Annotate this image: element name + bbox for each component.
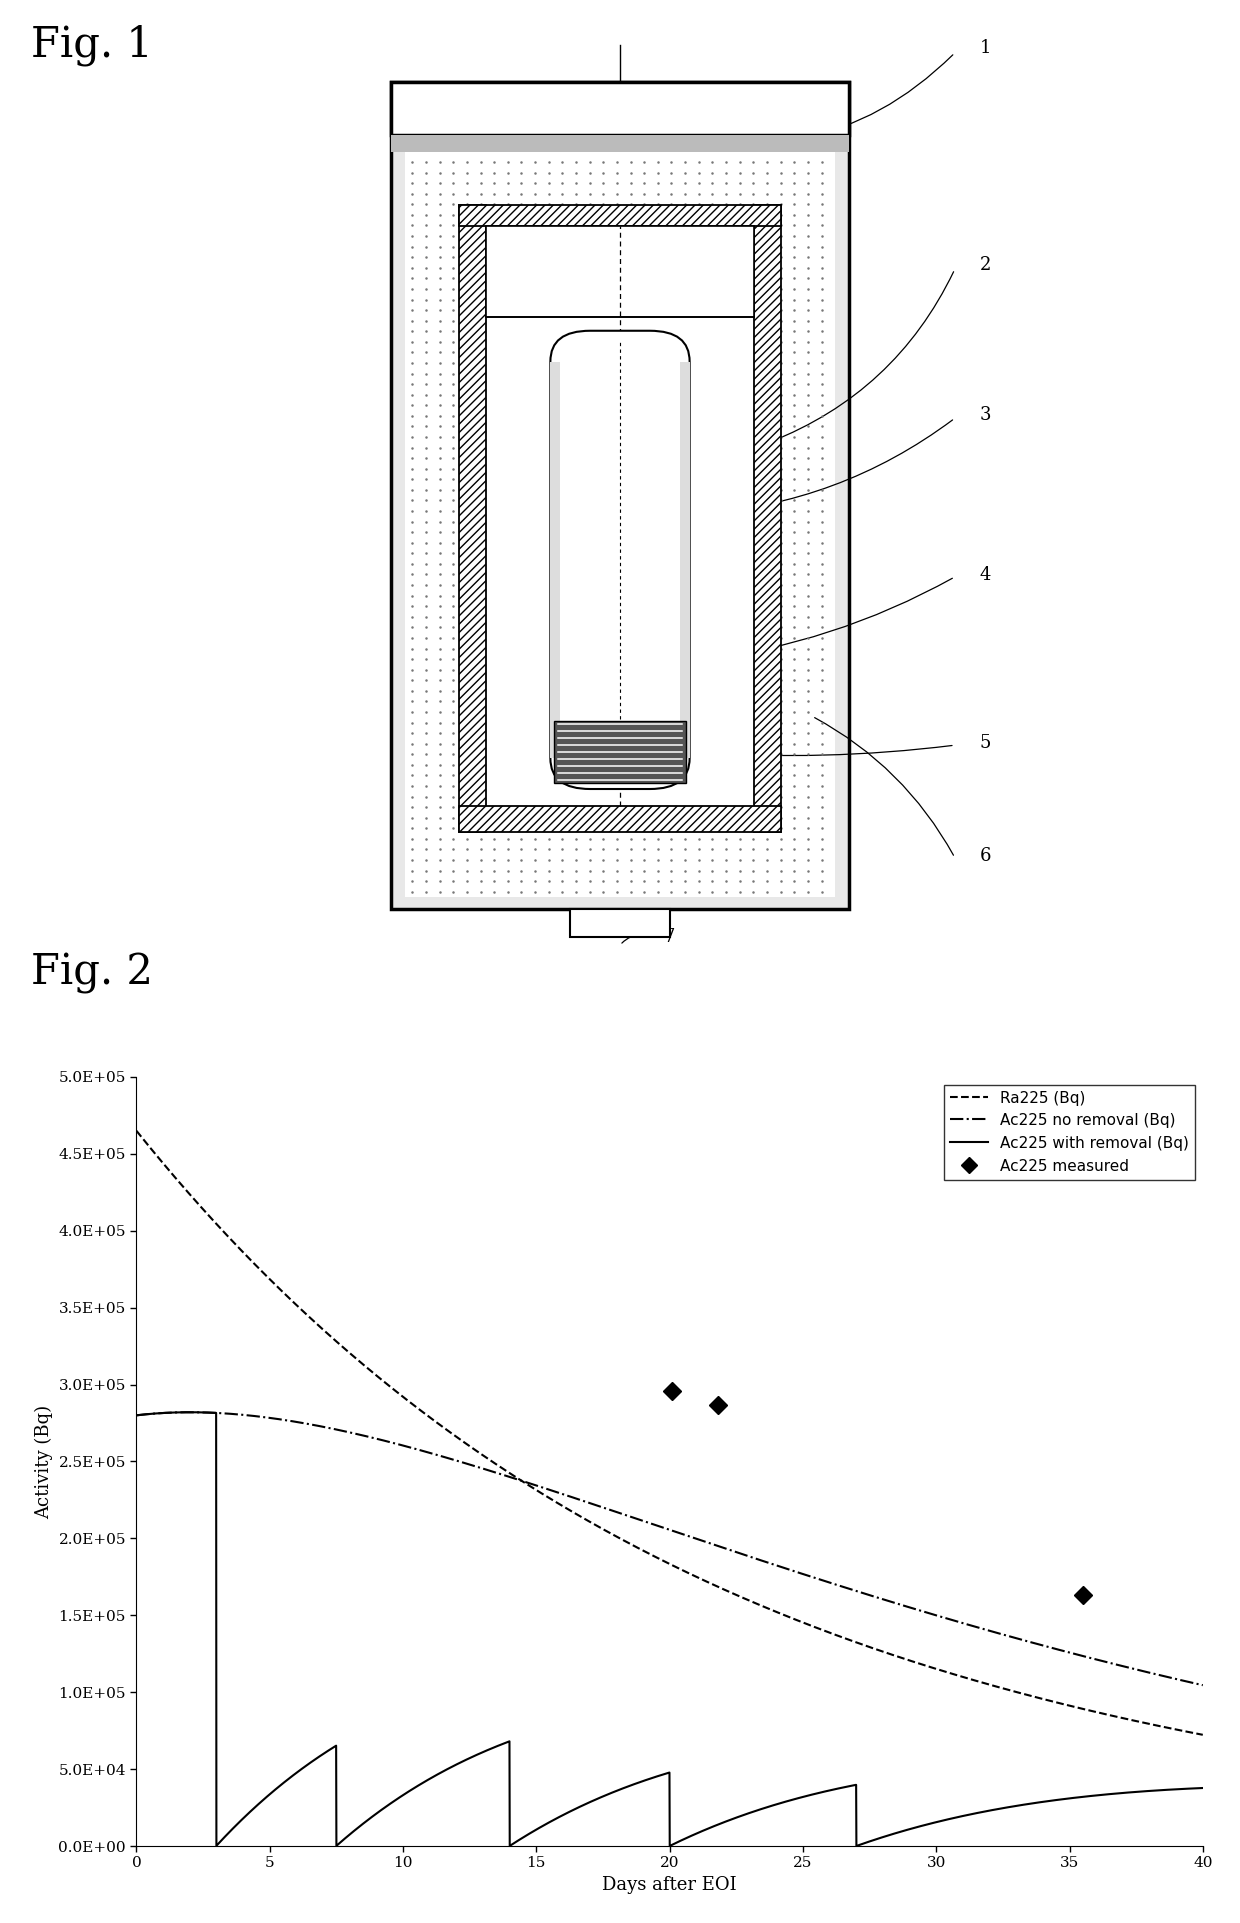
Ac225 with removal (Bq) xyxy=(585,1788,600,1811)
Ac225 no removal (Bq) xyxy=(1195,1673,1210,1696)
Text: Fig. 2: Fig. 2 xyxy=(31,952,153,994)
Y-axis label: Activity (Bq): Activity (Bq) xyxy=(35,1404,53,1519)
Ac225 no removal (Bq) xyxy=(578,1490,593,1513)
Bar xyxy=(459,806,781,831)
Bar xyxy=(486,227,754,806)
Line: Ac225 with removal (Bq): Ac225 with removal (Bq) xyxy=(136,1411,1203,1846)
Text: 4: 4 xyxy=(980,565,991,585)
Bar xyxy=(391,135,849,152)
Text: 1: 1 xyxy=(980,38,991,58)
Ac225 with removal (Bq) xyxy=(636,1769,651,1792)
Ac225 no removal (Bq) xyxy=(129,1404,144,1427)
Bar xyxy=(551,362,560,758)
Ra225 (Bq) xyxy=(636,1538,651,1561)
Ac225 measured xyxy=(1075,1585,1090,1608)
Ac225 no removal (Bq) xyxy=(1163,1665,1178,1688)
Text: 7: 7 xyxy=(663,929,675,946)
Ac225 no removal (Bq) xyxy=(636,1510,651,1533)
Ra225 (Bq) xyxy=(1195,1723,1210,1746)
Bar xyxy=(391,81,849,135)
Ra225 (Bq) xyxy=(129,1119,144,1142)
Ac225 with removal (Bq) xyxy=(1163,1779,1178,1802)
Bar xyxy=(459,204,781,225)
Bar xyxy=(554,721,686,783)
Bar xyxy=(570,908,670,937)
Bar xyxy=(459,204,486,831)
Ac225 with removal (Bq) xyxy=(1195,1777,1210,1800)
Ra225 (Bq) xyxy=(585,1511,600,1535)
Ac225 with removal (Bq) xyxy=(578,1792,593,1815)
Line: Ra225 (Bq): Ra225 (Bq) xyxy=(136,1131,1203,1735)
Bar xyxy=(680,362,689,758)
Text: 2: 2 xyxy=(980,256,991,275)
Bar xyxy=(405,152,835,896)
Ra225 (Bq) xyxy=(1110,1706,1125,1729)
Ac225 no removal (Bq) xyxy=(585,1492,600,1515)
Text: 6: 6 xyxy=(980,846,991,865)
Ra225 (Bq) xyxy=(904,1650,919,1673)
Legend: Ra225 (Bq), Ac225 no removal (Bq), Ac225 with removal (Bq), Ac225 measured: Ra225 (Bq), Ac225 no removal (Bq), Ac225… xyxy=(944,1085,1195,1181)
Line: Ac225 measured: Ac225 measured xyxy=(666,1385,1089,1602)
X-axis label: Days after EOI: Days after EOI xyxy=(603,1877,737,1894)
Ac225 no removal (Bq) xyxy=(182,1400,197,1423)
Ra225 (Bq) xyxy=(577,1508,591,1531)
Text: 3: 3 xyxy=(980,406,991,425)
Ac225 with removal (Bq) xyxy=(849,1835,864,1858)
Bar xyxy=(391,81,849,908)
Ra225 (Bq) xyxy=(1163,1717,1178,1740)
Bar xyxy=(754,204,781,831)
Ac225 with removal (Bq) xyxy=(129,1404,144,1427)
FancyBboxPatch shape xyxy=(551,331,689,788)
Ac225 no removal (Bq) xyxy=(1110,1654,1125,1677)
Line: Ac225 no removal (Bq): Ac225 no removal (Bq) xyxy=(136,1411,1203,1685)
Ac225 with removal (Bq) xyxy=(182,1400,197,1423)
Ac225 measured xyxy=(665,1379,680,1402)
Text: 5: 5 xyxy=(980,735,991,752)
Bar xyxy=(486,225,754,317)
Ac225 no removal (Bq) xyxy=(904,1596,919,1619)
Ac225 with removal (Bq) xyxy=(904,1817,919,1840)
Text: Fig. 1: Fig. 1 xyxy=(31,23,153,65)
Ac225 with removal (Bq) xyxy=(1110,1783,1125,1806)
Ac225 measured xyxy=(711,1392,725,1415)
